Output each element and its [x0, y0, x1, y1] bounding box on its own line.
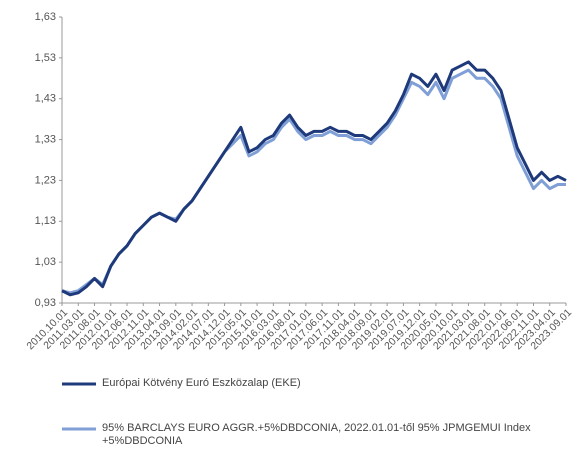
y-tick-label: 1,03 — [35, 256, 56, 268]
y-tick-label: 1,13 — [35, 215, 56, 227]
y-tick-label: 0,93 — [35, 297, 56, 309]
y-tick-label: 1,43 — [35, 93, 56, 105]
legend-label: 95% BARCLAYS EURO AGGR.+5%DBDCONIA, 2022… — [102, 422, 531, 447]
y-tick-label: 1,53 — [35, 52, 56, 64]
y-tick-label: 1,63 — [35, 11, 56, 23]
y-tick-label: 1,33 — [35, 133, 56, 145]
series-line — [61, 60, 567, 297]
series-line — [61, 68, 566, 295]
y-tick-label: 1,23 — [35, 174, 56, 186]
legend-label: Európai Kötvény Euró Eszközalap (EKE) — [102, 377, 301, 389]
